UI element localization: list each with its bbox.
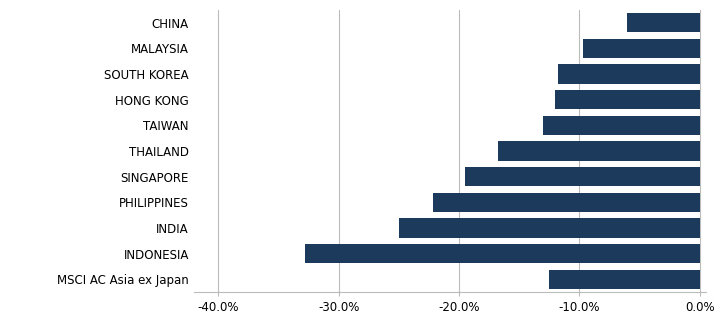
Bar <box>498 141 700 161</box>
Bar <box>583 39 700 58</box>
Bar <box>305 244 700 263</box>
Bar <box>399 218 700 238</box>
Bar <box>543 116 700 135</box>
Bar <box>555 90 700 109</box>
Bar <box>465 167 700 186</box>
Bar <box>627 13 700 33</box>
Bar <box>558 64 700 84</box>
Bar <box>549 270 700 289</box>
Bar <box>433 193 700 212</box>
